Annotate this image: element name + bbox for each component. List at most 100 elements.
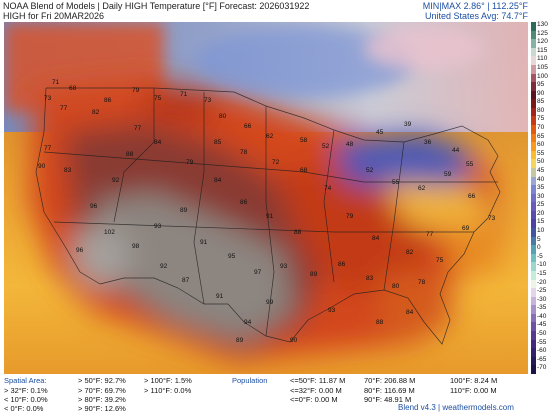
map-temp-label: 55 (466, 161, 474, 168)
map-temp-label: 68 (300, 167, 308, 174)
map-temp-label: 52 (366, 167, 374, 174)
colorbar-segment (531, 296, 536, 306)
colorbar-tick-label: 95 (537, 81, 545, 89)
colorbar-segment (531, 142, 536, 152)
map-temp-label: 71 (52, 79, 60, 86)
state-line-2 (193, 92, 205, 305)
spatial-area-label: Spatial Area: (4, 376, 47, 385)
state-line-1 (113, 88, 155, 223)
map-temp-label: 75 (154, 95, 162, 102)
colorbar-segment (531, 167, 536, 178)
colorbar-tick-label: 5 (537, 235, 541, 243)
map-temp-label: 98 (132, 243, 140, 250)
colorbar-tick-label: 20 (537, 209, 545, 217)
map-temp-label: 79 (186, 159, 194, 166)
pop-stat: 100°F: 8.24 M (450, 376, 498, 385)
map-temp-label: 88 (376, 319, 384, 326)
map-temp-label: 82 (92, 109, 100, 116)
pop-stat: 90°F: 48.91 M (364, 395, 412, 404)
map-temp-label: 78 (418, 279, 426, 286)
colorbar-tick-label: -40 (537, 312, 547, 320)
map-temp-label: 71 (180, 91, 188, 98)
map-temp-label: 85 (214, 139, 222, 146)
colorbar-segment (531, 107, 536, 117)
map-temp-label: 95 (228, 253, 236, 260)
pop-stat: <=0°F: 0.00 M (290, 395, 338, 404)
map-temp-label: 73 (488, 215, 496, 222)
colorbar-tick-label: 80 (537, 106, 545, 114)
map-temp-label: 83 (64, 167, 72, 174)
colorbar-tick-label: 75 (537, 115, 545, 123)
map-temp-label: 93 (328, 307, 336, 314)
colorbar-segment (531, 47, 536, 57)
map-temp-label: 58 (300, 137, 308, 144)
colorbar-segment (531, 331, 536, 341)
sa-stat: < 0°F: 0.0% (4, 404, 44, 413)
colorbar-segment (531, 365, 536, 375)
map-temp-label: 79 (346, 213, 354, 220)
colorbar-tick-label: -20 (537, 278, 547, 286)
pop-stat: 80°F: 116.69 M (364, 386, 415, 395)
map-title: NOAA Blend of Models | Daily HIGH Temper… (3, 1, 310, 11)
colorbar-segment (531, 39, 536, 49)
colorbar-tick-label: 60 (537, 141, 545, 149)
colorbar-segment (531, 99, 536, 109)
colorbar-tick-label: 110 (537, 55, 548, 63)
colorbar-segment (531, 279, 536, 289)
cold-air-region (194, 26, 414, 98)
colorbar-tick-label: 15 (537, 218, 545, 226)
map-temp-label: 59 (444, 171, 452, 178)
credit-text: Blend v4.3 | weathermodels.com (398, 403, 514, 412)
colorbar-tick-label: 30 (537, 192, 545, 200)
colorbar-tick-label: -60 (537, 347, 547, 355)
map-temp-label: 102 (104, 229, 115, 236)
colorbar-tick-label: -45 (537, 321, 547, 329)
map-temp-label: 55 (392, 179, 400, 186)
colorbar-segment (531, 90, 536, 100)
map-temp-label: 80 (392, 283, 400, 290)
state-line-4 (43, 151, 498, 183)
map-temp-label: 62 (266, 133, 274, 140)
colorbar-tick-label: 65 (537, 132, 545, 140)
sa-stat: > 100°F: 1.5% (144, 376, 192, 385)
map-temp-label: 87 (182, 277, 190, 284)
colorbar-segment (531, 305, 536, 315)
sa-stat: > 70°F: 69.7% (78, 386, 126, 395)
state-line-7 (383, 141, 405, 291)
map-temp-label: 89 (236, 337, 244, 344)
map-temp-label: 83 (366, 275, 374, 282)
temperature-map[interactable]: 71 68 73 77 82 86 79 75 71 73 80 66 62 58 52 48 45 39 36 44… (4, 22, 528, 374)
map-temp-label: 91 (200, 239, 208, 246)
colorbar-segment (531, 125, 536, 135)
colorbar-tick-label: -35 (537, 304, 547, 312)
sa-stat: > 80°F: 39.2% (78, 395, 126, 404)
colorbar-tick-label: 105 (537, 63, 548, 71)
map-temp-label: 77 (60, 105, 68, 112)
colorbar-segment (531, 348, 536, 358)
colorbar-segment (531, 202, 536, 212)
map-temp-label: 90 (290, 337, 298, 344)
colorbar-segment (531, 133, 536, 143)
sa-stat: > 90°F: 12.6% (78, 404, 126, 413)
map-temp-label: 99 (266, 299, 274, 306)
colorbar-segment (531, 313, 536, 323)
map-temp-label: 84 (372, 235, 380, 242)
colorbar-tick-label: -30 (537, 295, 547, 303)
map-temp-label: 96 (76, 247, 84, 254)
map-temp-label: 73 (204, 97, 212, 104)
sa-stat: > 110°F: 0.0% (144, 386, 192, 395)
colorbar-segment (531, 219, 536, 229)
colorbar-tick-label: 0 (537, 244, 541, 252)
map-temp-label: 84 (154, 139, 162, 146)
map-temp-label: 96 (90, 203, 98, 210)
colorbar-segment (531, 253, 536, 263)
map-temp-label: 78 (240, 149, 248, 156)
colorbar-segment (531, 356, 536, 366)
map-temp-label: 86 (338, 261, 346, 268)
colorbar-tick-label: 35 (537, 184, 545, 192)
map-temp-label: 77 (44, 145, 52, 152)
sa-stat: > 32°F: 0.1% (4, 386, 48, 395)
map-subtitle: HIGH for Fri 20MAR2026 (3, 11, 105, 21)
map-temp-label: 92 (112, 177, 120, 184)
map-temp-label: 86 (104, 97, 112, 104)
